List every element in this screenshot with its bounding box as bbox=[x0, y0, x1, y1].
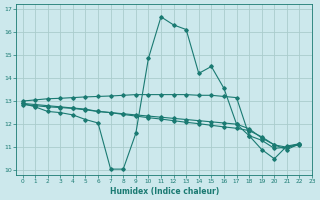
X-axis label: Humidex (Indice chaleur): Humidex (Indice chaleur) bbox=[109, 187, 219, 196]
